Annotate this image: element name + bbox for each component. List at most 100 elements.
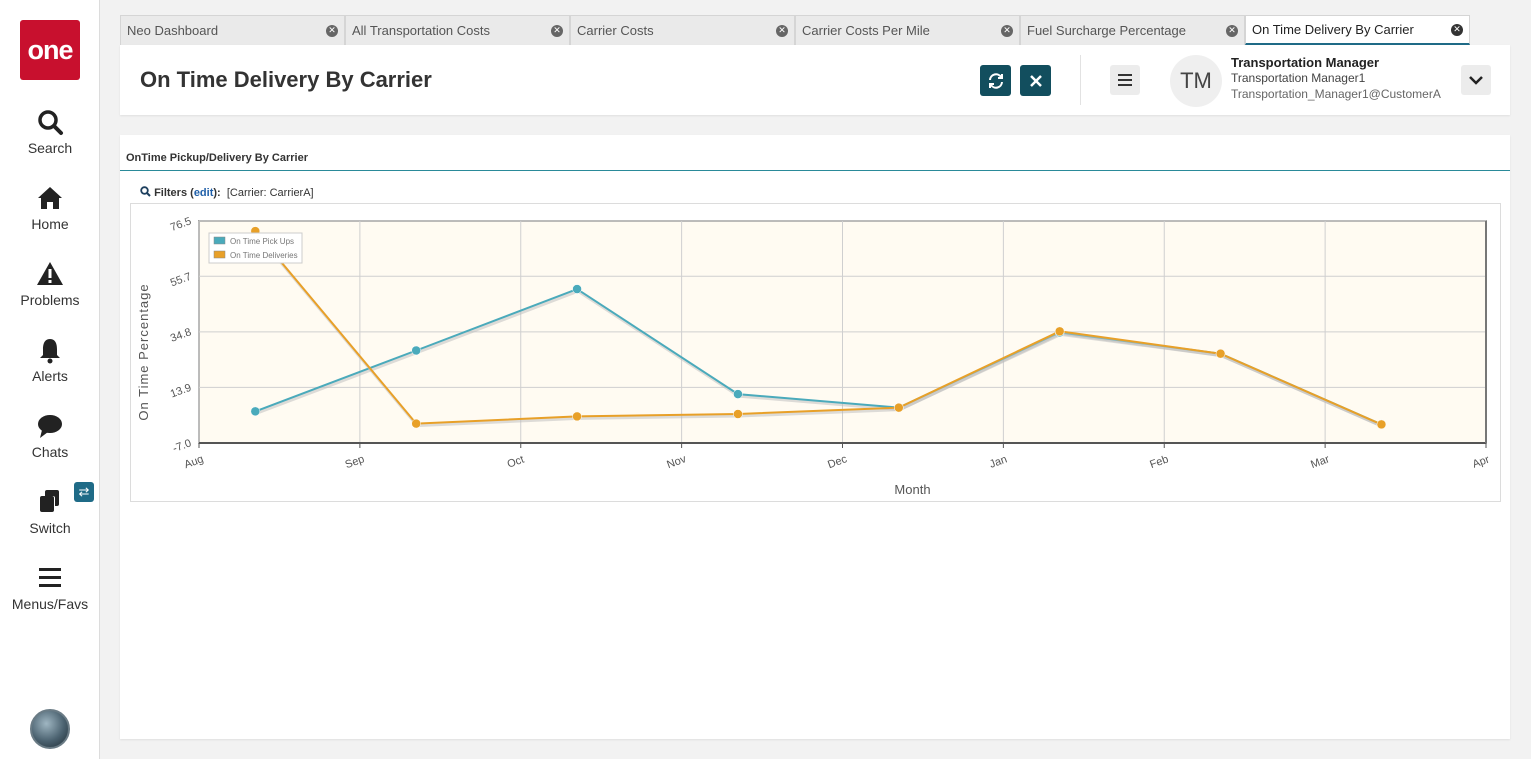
header-divider [1080,55,1081,105]
legend-label: On Time Deliveries [230,251,298,260]
user-email: Transportation_Manager1@CustomerA [1231,87,1441,101]
filters-label: Filters [154,187,188,199]
x-tick-label: Nov [665,453,688,471]
hamburger-icon [0,564,100,594]
tab-label: Carrier Costs [577,23,654,38]
data-point[interactable] [572,411,582,422]
filters-edit-link[interactable]: edit [193,187,214,199]
data-point[interactable] [1215,348,1226,359]
x-tick-label: Dec [826,453,849,471]
data-point[interactable] [250,406,261,417]
menu-button[interactable] [1110,65,1140,95]
user-menu-dropdown[interactable] [1461,65,1491,95]
tab-label: Neo Dashboard [127,23,219,38]
sidebar: one Search Home Problems Alerts Chats [0,0,100,759]
close-icon[interactable]: ✕ [776,24,788,37]
sidebar-item-problems[interactable]: Problems [0,260,100,308]
tab-label: Fuel Surcharge Percentage [1027,23,1186,38]
data-point[interactable] [894,402,904,413]
sidebar-item-label: Chats [31,444,69,460]
search-icon [140,186,151,197]
x-tick-label: Oct [506,454,526,471]
chart-legend: On Time Pick Ups On Time Deliveries [208,232,303,264]
tab-carrier-costs-per-mile[interactable]: Carrier Costs Per Mile ✕ [795,15,1020,45]
data-point[interactable] [733,389,743,399]
x-tick-label: Feb [1148,453,1170,471]
page-header: On Time Delivery By Carrier TM Transport… [120,45,1510,115]
close-button[interactable] [1020,65,1051,96]
legend-swatch [213,236,226,245]
sidebar-item-label: Switch [29,520,71,536]
x-tick-label: Apr [1471,454,1492,471]
tab-carrier-costs[interactable]: Carrier Costs ✕ [570,15,795,45]
x-tick-label: Sep [344,453,367,471]
close-icon[interactable]: ✕ [326,24,338,37]
tab-label: Carrier Costs Per Mile [802,23,930,38]
tab-label: On Time Delivery By Carrier [1252,22,1414,37]
close-icon[interactable]: ✕ [1226,24,1238,37]
one-logo[interactable]: one [20,20,80,80]
hamburger-icon [1118,74,1132,86]
panel-title: OnTime Pickup/Delivery By Carrier [126,152,308,164]
on-time-chart: 76.5 55.7 34.8 13.9 -7.0 Aug Sep Oct Nov Dec Jan F… [136,215,1492,497]
data-point[interactable] [1054,326,1065,337]
x-tick-label: Mar [1309,453,1331,471]
legend-swatch [213,250,226,259]
sidebar-item-label: Alerts [32,368,68,384]
warning-icon [0,260,100,290]
switch-icon [0,488,100,518]
close-icon[interactable]: ✕ [1001,24,1013,37]
y-tick-label: 13.9 [169,382,193,401]
bell-icon [0,336,100,366]
home-icon [0,184,100,214]
panel-divider [120,170,1510,171]
sidebar-item-label: Home [31,216,69,232]
tab-fuel-surcharge-percentage[interactable]: Fuel Surcharge Percentage ✕ [1020,15,1245,45]
refresh-button[interactable] [980,65,1011,96]
close-icon[interactable]: ✕ [1451,23,1463,36]
series-line [254,230,1382,426]
sidebar-item-alerts[interactable]: Alerts [0,336,100,384]
tab-all-transportation-costs[interactable]: All Transportation Costs ✕ [345,15,570,45]
data-point[interactable] [411,418,421,429]
sidebar-item-switch[interactable]: Switch ⇄ [0,482,100,536]
sidebar-item-label: Search [27,140,73,156]
filters-bar: Filters (edit): [Carrier: CarrierA] [140,186,314,199]
user-role: Transportation Manager1 [1231,71,1366,85]
data-point[interactable] [411,345,421,356]
sidebar-item-search[interactable]: Search [0,108,100,156]
close-icon[interactable]: ✕ [551,24,563,37]
tab-label: All Transportation Costs [352,23,491,38]
sidebar-item-label: Problems [20,292,80,308]
search-icon [0,108,100,138]
legend-label: On Time Pick Ups [230,237,294,246]
assistant-avatar[interactable] [30,709,70,749]
avatar[interactable]: TM [1170,55,1222,107]
x-tick-label: Jan [988,454,1009,471]
sidebar-item-home[interactable]: Home [0,184,100,232]
chevron-down-icon [1469,76,1483,85]
sidebar-item-label: Menus/Favs [11,596,89,612]
y-tick-label: -7.0 [171,437,193,455]
data-point[interactable] [733,409,743,419]
y-axis-title: On Time Percentage [136,283,151,420]
report-panel: OnTime Pickup/Delivery By Carrier Filter… [120,135,1510,739]
user-name: Transportation Manager [1231,55,1380,70]
tab-neo-dashboard[interactable]: Neo Dashboard ✕ [120,15,345,45]
tab-bar: Neo Dashboard ✕ All Transportation Costs… [120,15,1470,45]
filters-value: [Carrier: CarrierA] [226,187,314,199]
switch-badge[interactable]: ⇄ [74,482,94,502]
page-title: On Time Delivery By Carrier [140,67,432,92]
data-point[interactable] [1376,419,1387,430]
y-tick-label: 76.5 [169,215,193,234]
chat-icon [0,412,100,442]
sidebar-item-chats[interactable]: Chats [0,412,100,460]
sidebar-item-menus-favs[interactable]: Menus/Favs [0,564,100,612]
series-shadow [255,232,1384,428]
tab-on-time-delivery-by-carrier[interactable]: On Time Delivery By Carrier ✕ [1245,15,1470,45]
x-axis-title: Month [894,482,930,497]
data-point[interactable] [572,284,582,294]
chart-container: 76.5 55.7 34.8 13.9 -7.0 Aug Sep Oct Nov Dec Jan F… [130,203,1501,502]
y-tick-label: 55.7 [169,271,193,290]
refresh-icon [988,72,1003,89]
